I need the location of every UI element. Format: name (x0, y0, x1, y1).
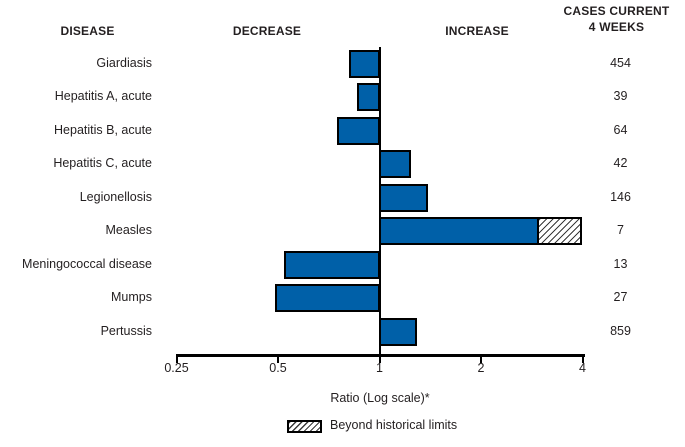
disease-column-header: DISEASE (60, 24, 115, 38)
disease-label: Legionellosis (79, 189, 152, 204)
ratio-bar (378, 150, 411, 178)
beyond-historical-limits-swatch (287, 420, 322, 433)
axis-tick (175, 356, 178, 363)
axis-tick (378, 356, 381, 363)
disease-label: Giardiasis (96, 55, 152, 70)
cases-value: 42 (613, 156, 628, 170)
cases-value: 13 (613, 256, 628, 271)
cases-value: 859 (610, 323, 631, 338)
axis-tick (277, 356, 279, 363)
disease-label: Hepatitis C, acute (53, 156, 152, 170)
axis-tick-label: 1 (376, 361, 383, 375)
beyond-historical-limits-bar (537, 217, 583, 245)
cases-value: 146 (610, 189, 631, 204)
cases-column-header: CASES CURRENT 4 WEEKS (548, 3, 685, 35)
axis-tick (480, 356, 482, 363)
ratio-bar (348, 49, 381, 78)
ratio-bar (378, 183, 428, 212)
axis-tick-label: 0.5 (269, 361, 287, 375)
ratio-bar (275, 284, 381, 312)
ratio-bar (357, 83, 381, 111)
cases-header-line2: 4 WEEKS (588, 20, 645, 34)
cases-value: 454 (610, 55, 631, 70)
x-axis-line (176, 354, 585, 357)
ratio-bar (283, 250, 381, 279)
disease-label: Hepatitis A, acute (54, 89, 152, 103)
legend-label: Beyond historical limits (330, 418, 458, 432)
ratio-bar (378, 317, 417, 346)
ratio-bar (337, 116, 381, 145)
ratio-bar (378, 217, 540, 245)
disease-label: Measles (105, 223, 152, 237)
cases-value: 27 (613, 290, 628, 304)
cases-value: 39 (613, 89, 628, 103)
axis-tick-label: 4 (579, 361, 586, 375)
axis-tick-label: 0.25 (164, 361, 189, 375)
disease-label: Hepatitis B, acute (54, 122, 152, 137)
x-axis-label: Ratio (Log scale)* (330, 391, 430, 405)
increase-header: INCREASE (445, 24, 509, 38)
cases-value: 7 (617, 223, 624, 237)
disease-label: Mumps (111, 290, 152, 304)
axis-tick-label: 2 (477, 361, 485, 375)
decrease-header: DECREASE (232, 24, 302, 38)
cases-header-line1: CASES CURRENT (563, 4, 670, 18)
baseline-ratio-1-line (378, 47, 381, 356)
disease-label: Pertussis (100, 323, 152, 338)
axis-tick (581, 356, 584, 363)
cases-value: 64 (613, 122, 628, 137)
disease-label: Meningococcal disease (22, 256, 152, 271)
